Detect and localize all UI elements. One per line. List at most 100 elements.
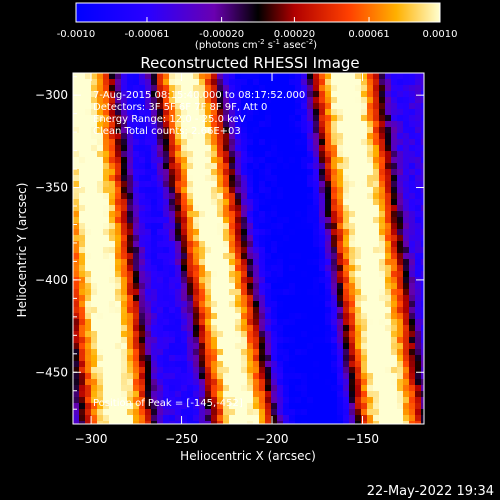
heatmap-cell: [133, 73, 140, 80]
heatmap-cell: [385, 349, 392, 356]
heatmap-cell: [85, 265, 92, 272]
heatmap-cell: [289, 217, 296, 224]
heatmap-cell: [397, 97, 404, 104]
heatmap-cell: [211, 181, 218, 188]
heatmap-cell: [391, 337, 398, 344]
heatmap-cell: [289, 229, 296, 236]
heatmap-cell: [181, 79, 188, 86]
heatmap-cell: [397, 361, 404, 368]
heatmap-cell: [265, 391, 272, 398]
heatmap-cell: [235, 97, 242, 104]
heatmap-cell: [97, 169, 104, 176]
heatmap-cell: [421, 229, 424, 236]
heatmap-cell: [331, 379, 338, 386]
heatmap-cell: [217, 241, 224, 248]
heatmap-cell: [127, 133, 134, 140]
heatmap-cell: [229, 157, 236, 164]
heatmap-cell: [361, 109, 368, 116]
heatmap-cell: [391, 109, 398, 116]
heatmap-cell: [199, 163, 206, 170]
heatmap-cell: [421, 373, 424, 380]
heatmap-cell: [205, 331, 212, 338]
heatmap-cell: [121, 223, 128, 230]
heatmap-cell: [415, 409, 422, 416]
heatmap-cell: [415, 349, 422, 356]
heatmap-cell: [277, 133, 284, 140]
heatmap-cell: [271, 343, 278, 350]
heatmap-cell: [343, 145, 350, 152]
heatmap-cell: [127, 277, 134, 284]
heatmap-cell: [223, 355, 230, 362]
heatmap-cell: [193, 205, 200, 212]
heatmap-cell: [151, 421, 158, 424]
heatmap-cell: [331, 397, 338, 404]
heatmap-cell: [385, 97, 392, 104]
heatmap-cell: [337, 169, 344, 176]
heatmap-cell: [223, 379, 230, 386]
heatmap-cell: [181, 373, 188, 380]
heatmap-cell: [295, 385, 302, 392]
heatmap-cell: [349, 79, 356, 86]
heatmap-cell: [85, 193, 92, 200]
heatmap-cell: [169, 181, 176, 188]
heatmap-cell: [79, 271, 86, 278]
heatmap-cell: [397, 187, 404, 194]
heatmap-cell: [415, 391, 422, 398]
heatmap-cell: [91, 289, 98, 296]
heatmap-cell: [145, 109, 152, 116]
heatmap-cell: [403, 217, 410, 224]
heatmap-cell: [391, 301, 398, 308]
heatmap-cell: [73, 307, 80, 314]
heatmap-cell: [313, 85, 320, 92]
heatmap-cell: [151, 163, 158, 170]
heatmap-cell: [307, 133, 314, 140]
heatmap-cell: [79, 229, 86, 236]
heatmap-cell: [361, 157, 368, 164]
heatmap-cell: [115, 319, 122, 326]
heatmap-cell: [247, 391, 254, 398]
heatmap-cell: [397, 331, 404, 338]
heatmap-cell: [265, 115, 272, 122]
heatmap-cell: [385, 169, 392, 176]
heatmap-cell: [319, 145, 326, 152]
heatmap-cell: [151, 151, 158, 158]
heatmap-cell: [115, 73, 122, 80]
heatmap-cell: [307, 79, 314, 86]
heatmap-cell: [223, 277, 230, 284]
heatmap-cell: [169, 199, 176, 206]
heatmap-cell: [193, 187, 200, 194]
heatmap-cell: [199, 409, 206, 416]
heatmap-cell: [313, 247, 320, 254]
heatmap-cell: [169, 307, 176, 314]
heatmap-cell: [325, 91, 332, 98]
heatmap-cell: [187, 259, 194, 266]
heatmap-cell: [91, 253, 98, 260]
heatmap-cell: [199, 373, 206, 380]
heatmap-cell: [307, 301, 314, 308]
heatmap-cell: [361, 343, 368, 350]
heatmap-cell: [301, 283, 308, 290]
heatmap-cell: [247, 247, 254, 254]
heatmap-cell: [403, 403, 410, 410]
heatmap-cell: [301, 97, 308, 104]
heatmap-cell: [103, 403, 110, 410]
heatmap-cell: [157, 79, 164, 86]
heatmap-cell: [397, 169, 404, 176]
heatmap-cell: [337, 145, 344, 152]
heatmap-cell: [151, 205, 158, 212]
heatmap-cell: [361, 319, 368, 326]
heatmap-cell: [121, 295, 128, 302]
heatmap-cell: [367, 289, 374, 296]
heatmap-cell: [205, 157, 212, 164]
heatmap-cell: [91, 121, 98, 128]
heatmap-cell: [367, 157, 374, 164]
heatmap-cell: [325, 103, 332, 110]
heatmap-cell: [85, 307, 92, 314]
heatmap-cell: [97, 343, 104, 350]
heatmap-cell: [91, 421, 98, 424]
heatmap-cell: [229, 217, 236, 224]
heatmap-cell: [313, 73, 320, 80]
heatmap-cell: [115, 259, 122, 266]
heatmap-cell: [247, 403, 254, 410]
heatmap-cell: [421, 163, 424, 170]
